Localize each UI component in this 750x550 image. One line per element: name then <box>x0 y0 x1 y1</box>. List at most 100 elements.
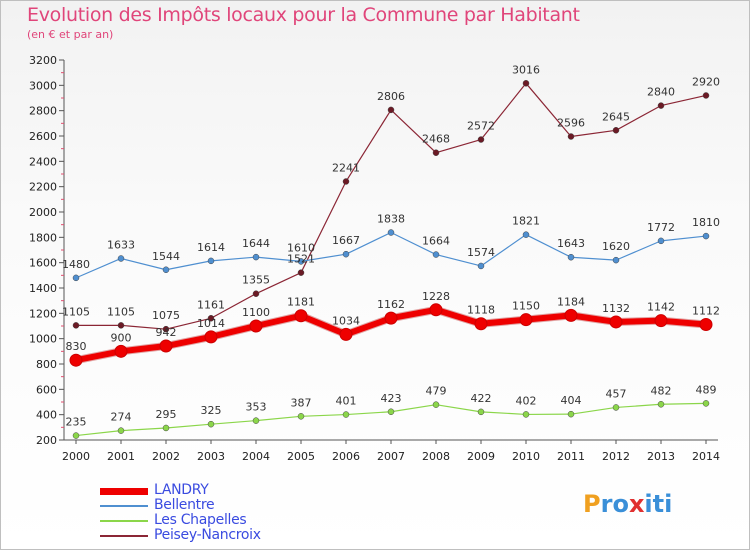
data-point-bellentre <box>162 266 170 274</box>
data-point-landry <box>339 327 353 341</box>
data-label-landry: 1014 <box>197 317 225 330</box>
x-tick-label: 2002 <box>152 450 180 463</box>
data-label-landry: 1100 <box>242 306 270 319</box>
data-label-les-chapelles: 457 <box>606 387 627 400</box>
data-label-landry: 1181 <box>287 296 315 309</box>
data-point-bellentre <box>72 274 80 282</box>
legend-swatch-peisey-nancroix <box>100 535 148 537</box>
data-point-peisey-nancroix <box>477 136 485 143</box>
data-point-les-chapelles <box>252 417 260 424</box>
y-tick-label: 1800 <box>29 231 57 244</box>
data-point-les-chapelles <box>657 401 665 408</box>
data-label-les-chapelles: 489 <box>696 383 717 396</box>
data-point-landry <box>564 308 578 322</box>
legend-swatch-les-chapelles <box>100 520 148 522</box>
data-label-bellentre: 1633 <box>107 238 135 251</box>
data-label-landry: 830 <box>66 340 87 353</box>
data-point-peisey-nancroix <box>72 322 80 329</box>
data-point-bellentre <box>297 258 305 265</box>
data-label-les-chapelles: 479 <box>426 385 447 398</box>
x-tick-label: 2001 <box>107 450 135 463</box>
data-point-landry <box>699 317 713 331</box>
data-point-landry <box>294 309 308 323</box>
x-tick-label: 2012 <box>602 450 630 463</box>
data-point-landry <box>654 314 668 328</box>
y-tick-label: 2600 <box>29 130 57 143</box>
data-point-landry <box>384 311 398 325</box>
data-label-bellentre: 1610 <box>287 241 315 254</box>
data-label-bellentre: 1614 <box>197 241 225 254</box>
x-tick-label: 2005 <box>287 450 315 463</box>
data-point-les-chapelles <box>387 408 395 416</box>
data-point-bellentre <box>117 255 125 262</box>
data-label-peisey-nancroix: 2468 <box>422 133 450 146</box>
data-label-bellentre: 1667 <box>332 234 360 247</box>
data-label-peisey-nancroix: 1355 <box>242 274 270 287</box>
data-label-les-chapelles: 235 <box>66 416 87 429</box>
data-label-les-chapelles: 423 <box>381 392 402 405</box>
data-label-les-chapelles: 482 <box>651 384 672 397</box>
legend-swatch-bellentre <box>100 505 148 507</box>
data-point-bellentre <box>432 251 440 258</box>
data-label-peisey-nancroix: 1075 <box>152 309 180 322</box>
data-point-landry <box>474 317 488 331</box>
data-point-les-chapelles <box>477 408 485 416</box>
data-label-landry: 1034 <box>332 314 360 327</box>
x-tick-label: 2011 <box>557 450 585 463</box>
data-label-peisey-nancroix: 1161 <box>197 298 225 311</box>
data-point-landry <box>114 344 128 358</box>
data-point-landry <box>159 339 173 353</box>
y-tick-label: 1600 <box>29 257 57 270</box>
legend-label-bellentre: Bellentre <box>154 497 215 513</box>
data-point-bellentre <box>567 253 575 261</box>
y-tick-label: 2200 <box>29 181 57 194</box>
data-point-bellentre <box>477 262 485 270</box>
data-point-landry <box>249 319 263 333</box>
legend-label-peisey-nancroix: Peisey-Nancroix <box>154 527 261 543</box>
data-label-peisey-nancroix: 3016 <box>512 63 540 76</box>
proxiti-logo: Proxiti <box>583 490 672 518</box>
data-point-peisey-nancroix <box>162 325 170 333</box>
data-point-peisey-nancroix <box>387 106 395 114</box>
data-label-bellentre: 1620 <box>602 240 630 253</box>
logo-letter: t <box>652 490 665 518</box>
x-tick-label: 2008 <box>422 450 450 463</box>
data-point-les-chapelles <box>207 420 215 428</box>
data-label-bellentre: 1664 <box>422 235 450 248</box>
legend-label-landry: LANDRY <box>154 482 209 498</box>
x-tick-label: 2014 <box>692 450 720 463</box>
y-tick-label: 200 <box>36 434 57 447</box>
y-tick-label: 400 <box>36 409 57 422</box>
data-point-peisey-nancroix <box>702 92 710 99</box>
data-label-peisey-nancroix: 1105 <box>62 305 90 318</box>
data-label-les-chapelles: 422 <box>471 392 492 405</box>
data-label-bellentre: 1643 <box>557 237 585 250</box>
data-label-bellentre: 1480 <box>62 258 90 271</box>
data-label-les-chapelles: 295 <box>156 408 177 421</box>
y-tick-label: 2000 <box>29 206 57 219</box>
data-label-les-chapelles: 402 <box>516 394 537 407</box>
data-point-bellentre <box>342 250 350 258</box>
data-point-bellentre <box>612 256 620 264</box>
data-point-peisey-nancroix <box>657 102 665 109</box>
logo-letter: P <box>583 490 601 518</box>
x-tick-label: 2007 <box>377 450 405 463</box>
data-point-peisey-nancroix <box>612 127 620 134</box>
data-label-peisey-nancroix: 1521 <box>287 253 315 266</box>
data-point-les-chapelles <box>72 432 80 439</box>
data-label-landry: 1162 <box>377 298 405 311</box>
y-tick-label: 1200 <box>29 307 57 320</box>
x-tick-label: 2000 <box>62 450 90 463</box>
data-label-peisey-nancroix: 1105 <box>107 305 135 318</box>
data-label-peisey-nancroix: 2596 <box>557 117 585 130</box>
data-point-landry <box>609 315 623 329</box>
y-tick-label: 3200 <box>29 54 57 67</box>
data-label-les-chapelles: 404 <box>561 394 582 407</box>
logo-letter: r <box>600 490 613 518</box>
data-label-peisey-nancroix: 2920 <box>692 75 720 88</box>
data-point-bellentre <box>702 232 710 240</box>
legend-label-les-chapelles: Les Chapelles <box>154 512 247 528</box>
data-label-landry: 942 <box>156 326 177 339</box>
